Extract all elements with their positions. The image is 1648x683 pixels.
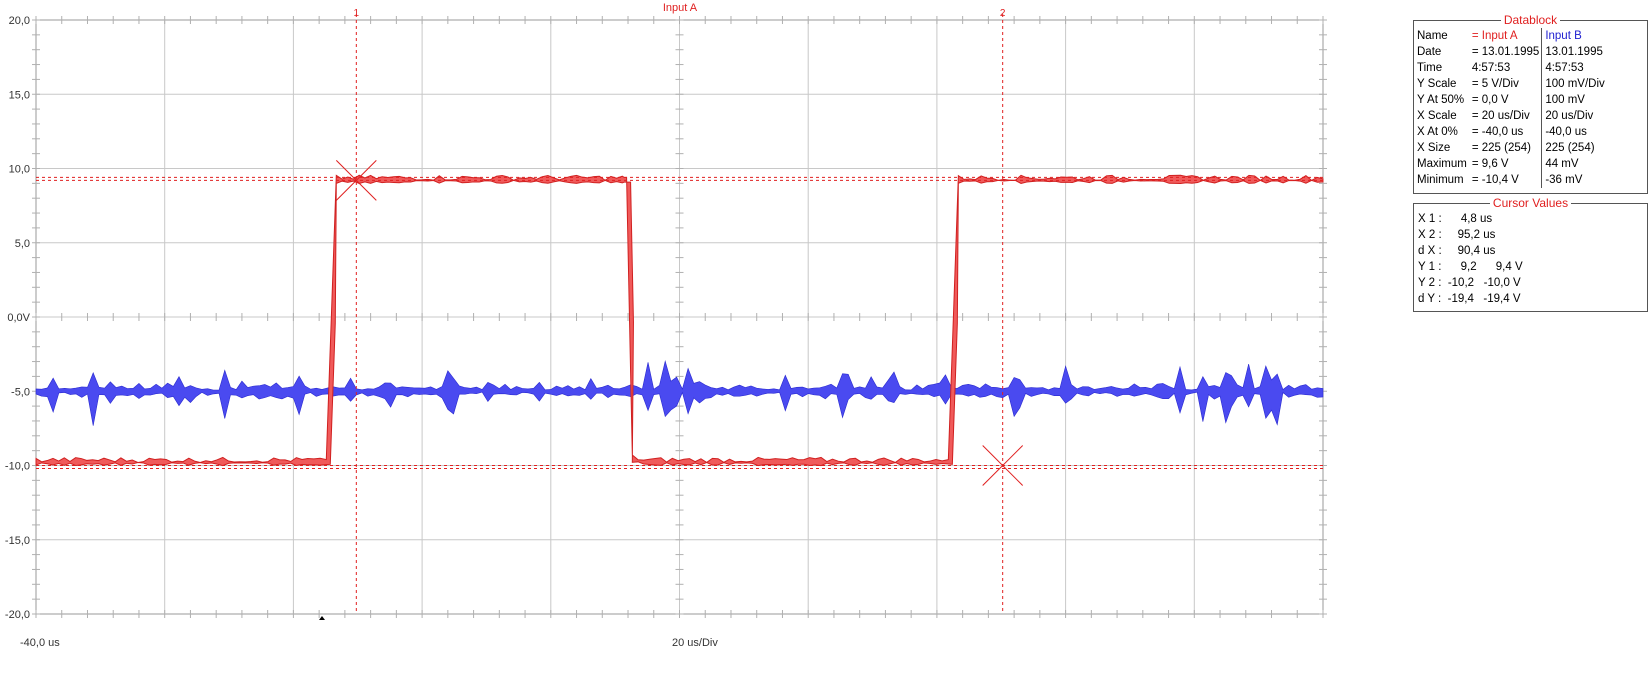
datablock-row-input-b: 100 mV/Div — [1541, 76, 1607, 92]
datablock-row-input-b: 100 mV — [1541, 92, 1607, 108]
y-tick-label: 15,0 — [9, 89, 30, 101]
datablock-row-input-b: 13.01.1995 — [1541, 44, 1607, 60]
input-b-trace — [35, 360, 1324, 426]
datablock-row-label: Y Scale — [1417, 78, 1457, 90]
cursor-value-row: X 1 : 4,8 us — [1418, 213, 1493, 225]
datablock-row-input-a: = 20 us/Div — [1471, 110, 1530, 122]
datablock-row: Date = 13.01.1995 13.01.1995 — [1414, 44, 1607, 60]
datablock-row-input-a: = 5 V/Div — [1471, 78, 1519, 90]
plot-labels: 20,0 15,0 10,0 5,0 0,0V -5,0 -10,0 -15,0 -20,0 -4… — [5, 2, 718, 649]
datablock-row-input-b: 225 (254) — [1541, 140, 1607, 156]
datablock-row: Time 4:57:53 4:57:53 — [1414, 60, 1607, 76]
cursor-cross-marker — [335, 160, 377, 201]
cursor-x1-label: 1 — [354, 8, 360, 19]
datablock-row-input-a: 4:57:53 — [1471, 62, 1511, 74]
cursor-value-row: d Y : -19,4 -19,4 V — [1418, 293, 1521, 305]
datablock-row-input-b: 20 us/Div — [1541, 108, 1607, 124]
datablock-row: Y Scale = 5 V/Div 100 mV/Div — [1414, 76, 1607, 92]
y-tick-label: -20,0 — [5, 609, 30, 621]
trigger-marker — [319, 616, 325, 620]
datablock-row-label: Minimum — [1417, 174, 1464, 186]
datablock-row-input-a: = -10,4 V — [1471, 174, 1519, 186]
datablock-row-label: Name — [1417, 30, 1448, 42]
datablock-panel: Datablock Name = Input A Input B Date = 13.0… — [1413, 13, 1648, 194]
datablock-row-label: Y At 50% — [1417, 94, 1465, 106]
datablock-row-input-b: -36 mV — [1541, 172, 1607, 188]
datablock-row: Name = Input A Input B — [1414, 28, 1607, 44]
datablock-row-input-b: 4:57:53 — [1541, 60, 1607, 76]
datablock-row-input-a: = Input A — [1471, 30, 1518, 42]
y-tick-label: 20,0 — [9, 15, 30, 27]
cursor-values-title: Cursor Values — [1414, 196, 1647, 210]
datablock-row-label: X Size — [1417, 142, 1451, 154]
datablock-row: X Size = 225 (254) 225 (254) — [1414, 140, 1607, 156]
datablock-table: Name = Input A Input B Date = 13.01.1995 13.0… — [1414, 28, 1607, 188]
datablock-row-label: Date — [1417, 46, 1442, 58]
datablock-row-input-a: = 13.01.1995 — [1471, 46, 1540, 58]
datablock-row-input-b: -40,0 us — [1541, 124, 1607, 140]
datablock-row: X At 0% = -40,0 us -40,0 us — [1414, 124, 1607, 140]
y-tick-label: 5,0 — [15, 238, 30, 250]
cursor-values-list: X 1 : 4,8 us X 2 : 95,2 us d X : 90,4 us Y … — [1414, 209, 1647, 309]
cursor-value-row: Y 1 : 9,2 9,4 V — [1418, 261, 1523, 273]
cursor-values-panel: Cursor Values X 1 : 4,8 us X 2 : 95,2 us d… — [1413, 196, 1648, 312]
y-tick-label: -5,0 — [11, 386, 30, 398]
datablock-row-input-a: = 9,6 V — [1471, 158, 1509, 170]
cursor-x2-label: 2 — [1000, 8, 1006, 19]
datablock-row-label: Time — [1417, 62, 1443, 74]
cursor-cross-marker — [982, 445, 1024, 486]
datablock-row-input-b: Input B — [1541, 28, 1607, 44]
datablock-row-label: Maximum — [1417, 158, 1467, 170]
plot-grid — [32, 16, 1327, 618]
cursor-value-row: X 2 : 95,2 us — [1418, 229, 1496, 241]
y-tick-label: -10,0 — [5, 461, 30, 473]
datablock-row: X Scale = 20 us/Div 20 us/Div — [1414, 108, 1607, 124]
y-tick-label: 10,0 — [9, 164, 30, 176]
datablock-row: Maximum = 9,6 V 44 mV — [1414, 156, 1607, 172]
y-tick-label: -15,0 — [5, 535, 30, 547]
datablock-title: Datablock — [1414, 13, 1647, 27]
chart-title: Input A — [663, 2, 698, 14]
datablock-row-label: X At 0% — [1417, 126, 1458, 138]
x-start-label: -40,0 us — [20, 637, 60, 649]
datablock-row-input-a: = 0,0 V — [1471, 94, 1509, 106]
x-axis-label: 20 us/Div — [672, 637, 718, 649]
datablock-row: Y At 50% = 0,0 V 100 mV — [1414, 92, 1607, 108]
datablock-row-input-b: 44 mV — [1541, 156, 1607, 172]
datablock-row-input-a: = -40,0 us — [1471, 126, 1524, 138]
datablock-row-label: X Scale — [1417, 110, 1457, 122]
cursor-value-row: d X : 90,4 us — [1418, 245, 1496, 257]
y-tick-label: 0,0V — [7, 312, 30, 324]
cursor-value-row: Y 2 : -10,2 -10,0 V — [1418, 277, 1521, 289]
datablock-row: Minimum = -10,4 V -36 mV — [1414, 172, 1607, 188]
datablock-row-input-a: = 225 (254) — [1471, 142, 1531, 154]
